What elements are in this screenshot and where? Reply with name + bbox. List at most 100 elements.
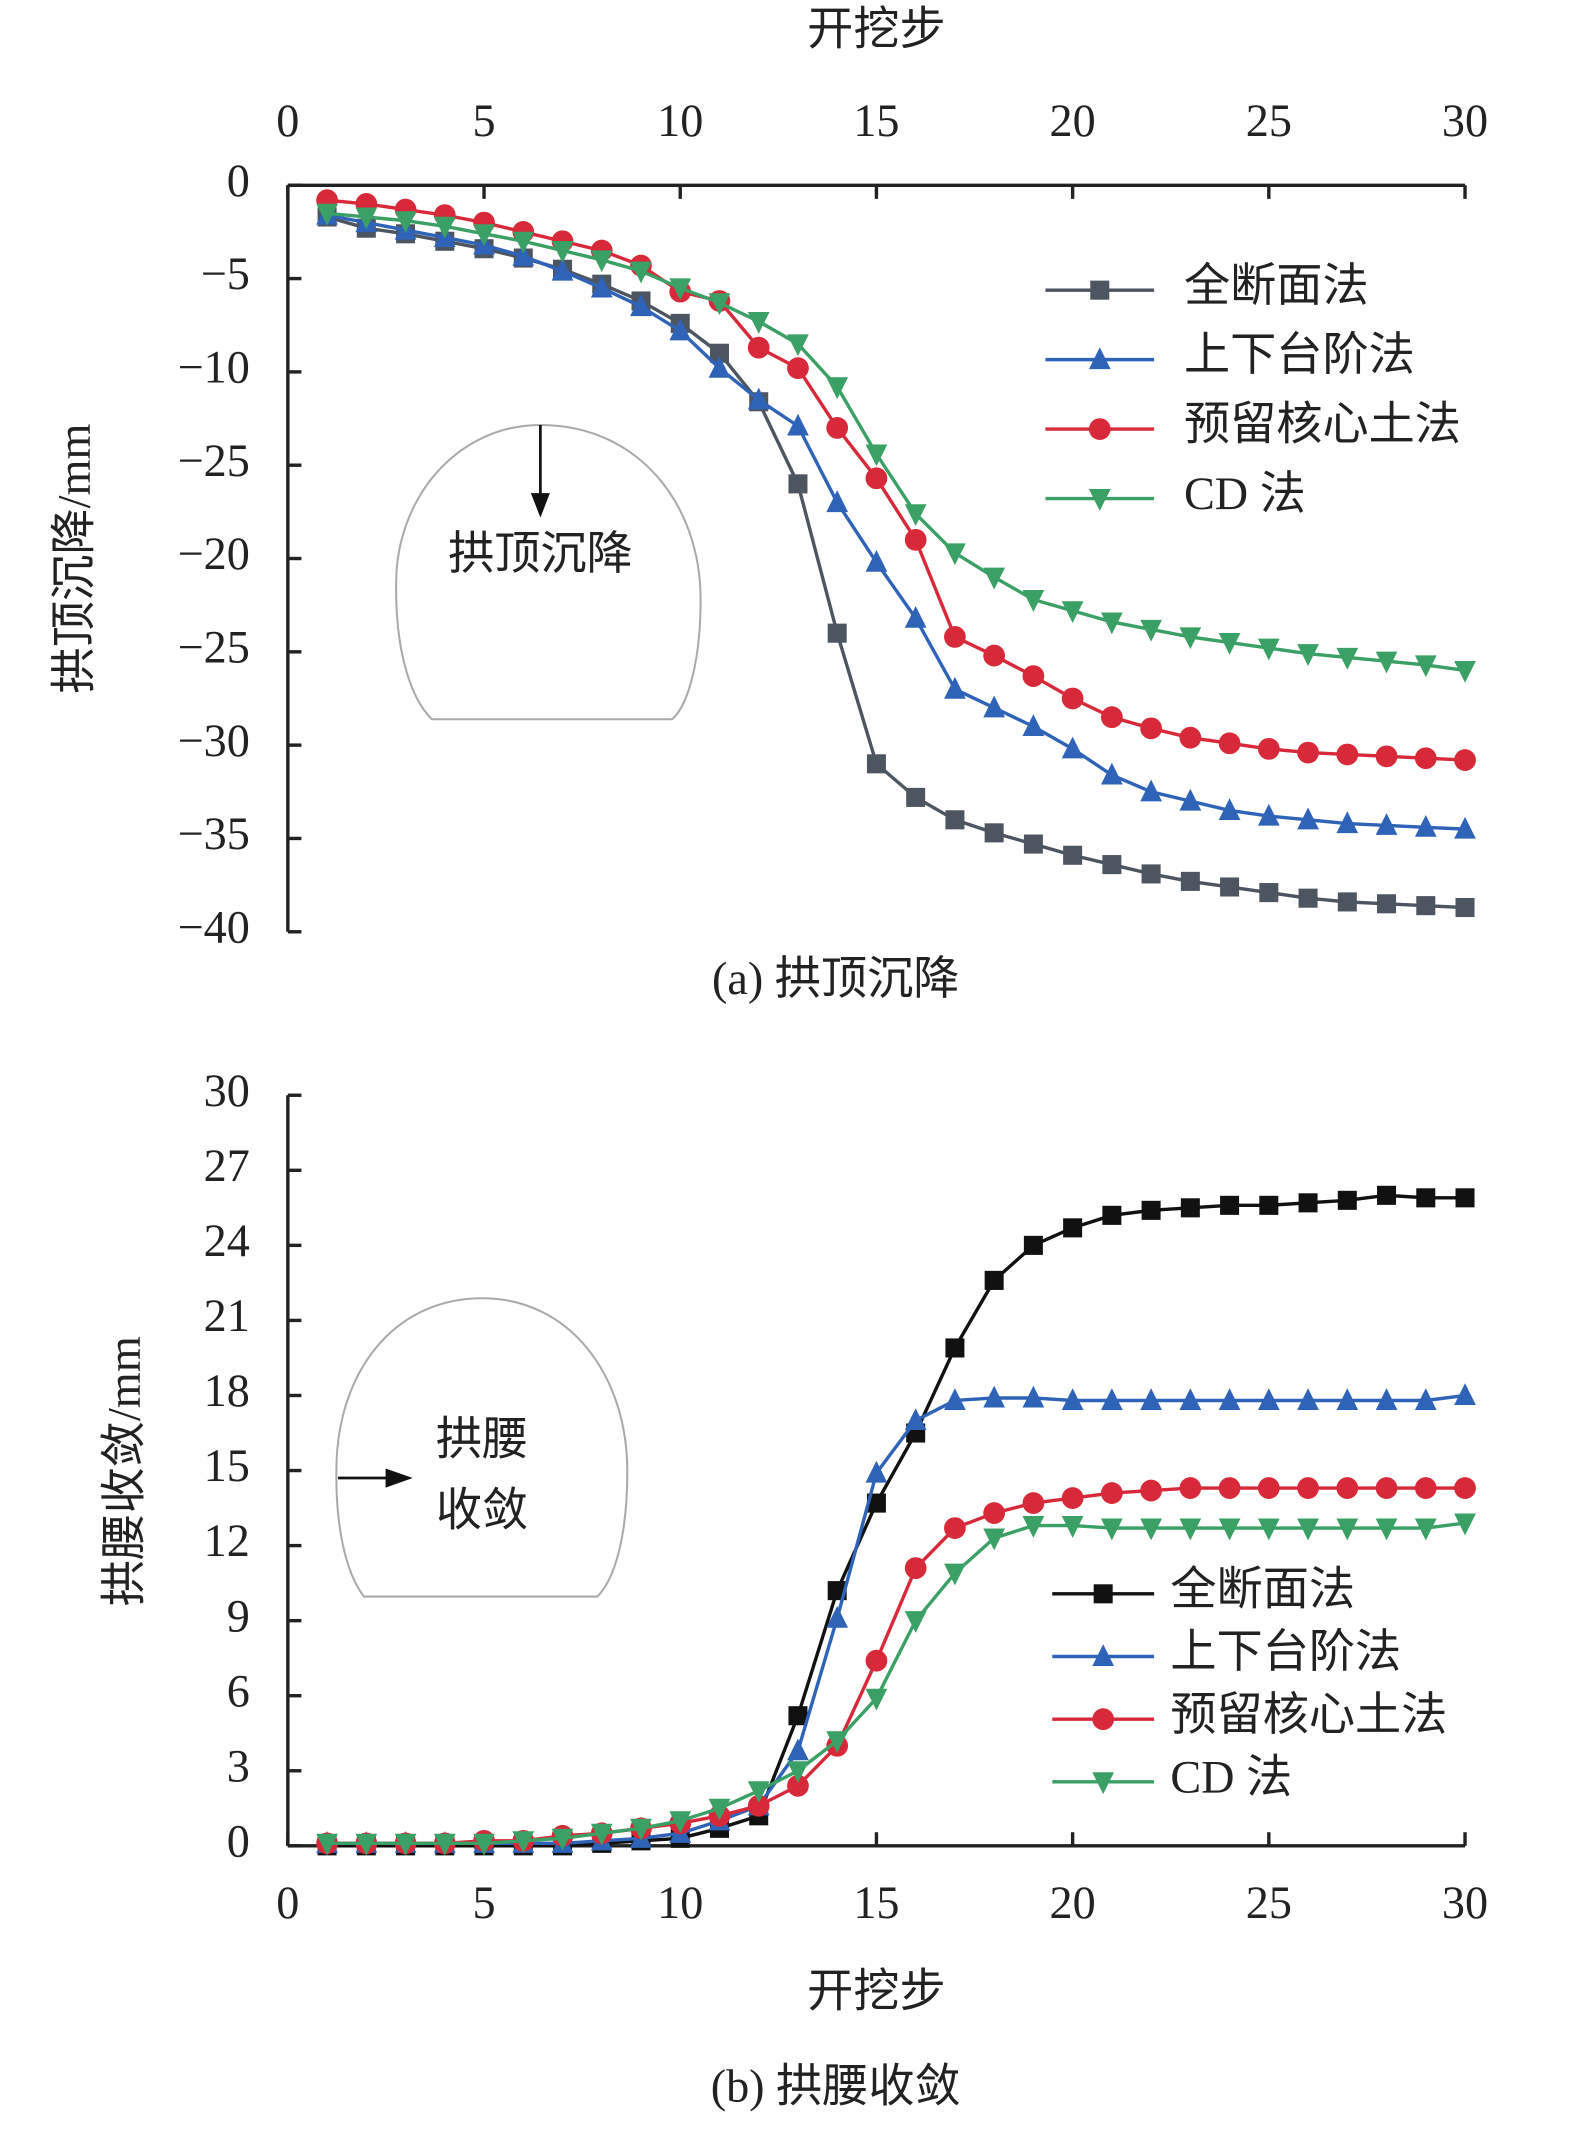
marker bbox=[1061, 687, 1084, 710]
marker bbox=[866, 1493, 886, 1513]
marker bbox=[904, 605, 927, 628]
y-tick-label: 24 bbox=[204, 1216, 250, 1267]
marker bbox=[394, 211, 417, 233]
marker bbox=[1023, 834, 1043, 854]
marker bbox=[787, 357, 809, 380]
marker bbox=[1088, 489, 1111, 511]
y-tick-label: −30 bbox=[178, 716, 250, 767]
marker bbox=[551, 241, 574, 263]
marker bbox=[826, 416, 849, 439]
marker bbox=[904, 1611, 927, 1633]
marker bbox=[983, 1385, 1006, 1408]
marker bbox=[1180, 871, 1200, 891]
marker bbox=[1061, 1388, 1084, 1411]
marker bbox=[1454, 1477, 1476, 1499]
marker bbox=[904, 1557, 927, 1580]
marker bbox=[1298, 888, 1318, 908]
y-tick-label: 0 bbox=[227, 156, 250, 207]
x-tick-label: 5 bbox=[472, 96, 495, 147]
legend-label: CD 法 bbox=[1184, 469, 1306, 520]
caption: (a) 拱顶沉降 bbox=[712, 954, 959, 1005]
marker bbox=[1022, 590, 1045, 612]
marker bbox=[669, 1811, 692, 1834]
marker bbox=[826, 490, 849, 513]
x-tick-label: 0 bbox=[276, 96, 299, 147]
marker bbox=[1140, 1479, 1162, 1502]
marker bbox=[1257, 1518, 1280, 1541]
y-tick-label: 27 bbox=[204, 1141, 250, 1192]
marker bbox=[1336, 1518, 1359, 1541]
marker bbox=[945, 810, 965, 830]
marker bbox=[1414, 1518, 1437, 1541]
marker bbox=[590, 1823, 613, 1846]
marker bbox=[1101, 612, 1123, 635]
x-tick-label: 25 bbox=[1246, 96, 1292, 147]
marker bbox=[1297, 644, 1319, 666]
y-tick-label: −35 bbox=[178, 809, 250, 860]
y-tick-label: 6 bbox=[227, 1666, 250, 1717]
marker bbox=[1414, 747, 1437, 770]
marker bbox=[983, 644, 1006, 667]
marker bbox=[1092, 1708, 1115, 1731]
marker bbox=[944, 676, 966, 699]
marker bbox=[865, 1688, 888, 1711]
marker bbox=[1257, 1477, 1280, 1499]
x-axis-label: 开挖步 bbox=[807, 1966, 945, 2017]
marker bbox=[1179, 627, 1202, 650]
marker bbox=[826, 377, 849, 400]
marker bbox=[355, 1833, 378, 1856]
marker bbox=[1454, 660, 1476, 683]
marker bbox=[669, 318, 692, 341]
marker bbox=[630, 261, 652, 284]
marker bbox=[1022, 1385, 1045, 1408]
marker bbox=[1179, 788, 1202, 811]
x-tick-label: 30 bbox=[1442, 1878, 1488, 1929]
marker bbox=[709, 343, 729, 363]
arrow-head bbox=[385, 1468, 413, 1488]
marker bbox=[1140, 1518, 1162, 1541]
marker bbox=[1259, 883, 1279, 903]
marker bbox=[1297, 807, 1319, 830]
marker bbox=[1220, 1195, 1240, 1215]
marker bbox=[788, 474, 808, 494]
marker bbox=[473, 1833, 495, 1856]
marker bbox=[1140, 1388, 1162, 1411]
series-line bbox=[327, 1521, 1466, 1846]
x-tick-label: 15 bbox=[853, 96, 899, 147]
marker bbox=[1092, 1644, 1115, 1667]
marker bbox=[1297, 1388, 1319, 1411]
marker bbox=[1414, 1477, 1437, 1499]
marker bbox=[1375, 745, 1398, 768]
x-tick-label: 10 bbox=[657, 96, 703, 147]
tunnel-outline bbox=[335, 1297, 629, 1598]
marker bbox=[747, 387, 770, 410]
marker bbox=[865, 1460, 888, 1483]
marker bbox=[590, 275, 613, 298]
marker bbox=[1061, 601, 1084, 624]
legend-label: 上下台阶法 bbox=[1184, 330, 1415, 381]
marker bbox=[708, 1798, 731, 1821]
marker bbox=[944, 626, 966, 648]
marker bbox=[1218, 798, 1241, 821]
marker bbox=[1102, 855, 1122, 875]
marker bbox=[1454, 749, 1476, 771]
marker bbox=[1061, 1487, 1084, 1509]
marker bbox=[1179, 1477, 1202, 1499]
y-tick-label: 0 bbox=[227, 1816, 250, 1867]
marker bbox=[983, 567, 1006, 590]
marker bbox=[316, 1833, 338, 1856]
marker bbox=[1101, 1388, 1123, 1411]
y-tick-label: 3 bbox=[227, 1741, 250, 1792]
marker bbox=[669, 278, 692, 301]
marker bbox=[866, 754, 886, 774]
y-axis-label: 拱顶沉降/mm bbox=[49, 423, 100, 693]
y-tick-label: −10 bbox=[178, 342, 250, 393]
marker bbox=[1063, 1218, 1083, 1238]
marker bbox=[983, 1528, 1006, 1551]
marker bbox=[1454, 1383, 1476, 1406]
marker bbox=[512, 243, 535, 266]
marker bbox=[1336, 647, 1359, 670]
y-tick-label: −25 bbox=[178, 622, 250, 673]
marker bbox=[1088, 418, 1111, 441]
